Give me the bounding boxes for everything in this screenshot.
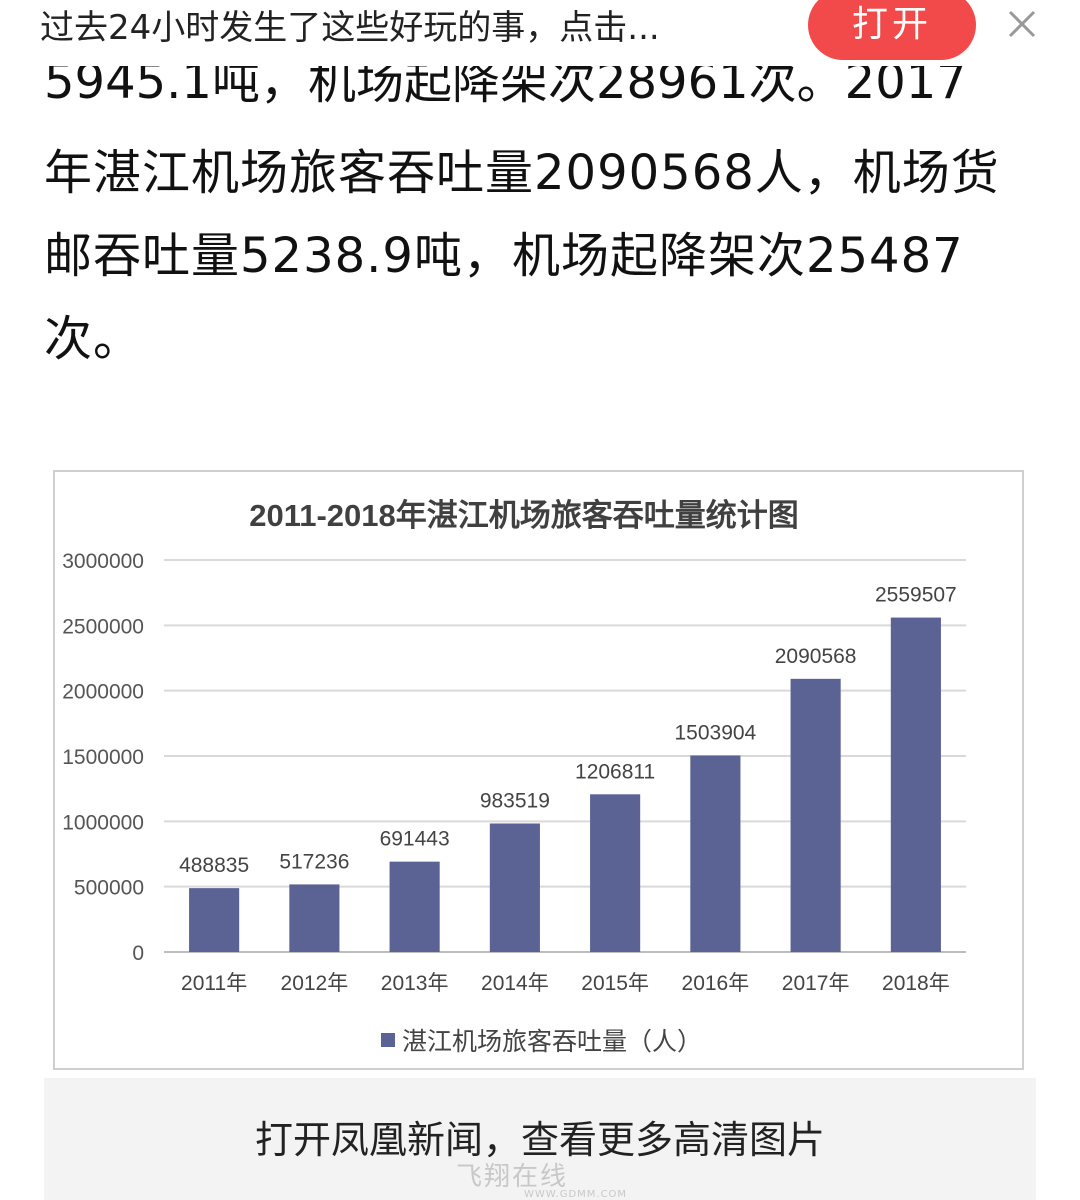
top-banner: 过去24小时发生了这些好玩的事，点击... 打开 <box>0 0 1080 66</box>
data-label: 517236 <box>279 850 349 873</box>
article-line: 年湛江机场旅客吞吐量2090568人，机场货 <box>44 145 1000 201</box>
chart-image[interactable]: 2011-2018年湛江机场旅客吞吐量统计图 0 500000 1000000 150… <box>44 460 1036 1080</box>
y-tick-label: 1500000 <box>62 746 144 769</box>
bar <box>189 888 240 952</box>
watermark: 飞翔在线 WWW.GDMM.COM <box>456 1162 628 1200</box>
bar <box>790 678 841 952</box>
chart-frame <box>53 470 1024 1070</box>
close-icon[interactable] <box>1002 4 1042 44</box>
data-label: 691443 <box>380 828 450 851</box>
bottom-banner[interactable]: 打开凤凰新闻，查看更多高清图片 <box>44 1078 1036 1200</box>
open-more-images-link[interactable]: 打开凤凰新闻，查看更多高清图片 <box>254 1118 825 1162</box>
article-line: 邮吞吐量5238.9吨，机场起降架次25487 <box>44 228 964 284</box>
bar <box>890 617 941 952</box>
y-tick-label: 2000000 <box>62 681 144 704</box>
article-line: 次。 <box>44 311 143 367</box>
x-tick-label: 2017年 <box>782 972 850 995</box>
y-tick-label: 1000000 <box>62 811 144 834</box>
legend-swatch <box>381 1033 395 1047</box>
y-tick-label: 3000000 <box>62 550 144 573</box>
bar <box>489 823 540 952</box>
x-tick-label: 2013年 <box>381 972 449 995</box>
y-tick-label: 2500000 <box>62 615 144 638</box>
data-label: 2559507 <box>875 584 957 607</box>
article-cut-line: 5945.1吨，机场起降架次28961次。2017 <box>44 66 967 110</box>
chart-legend: 湛江机场旅客吞吐量（人） <box>381 1028 702 1056</box>
data-label: 488835 <box>179 854 249 877</box>
x-tick-label: 2014年 <box>481 972 549 995</box>
x-tick-label: 2015年 <box>581 972 649 995</box>
bar <box>590 794 641 952</box>
x-tick-label: 2012年 <box>281 972 349 995</box>
legend-label: 湛江机场旅客吞吐量（人） <box>402 1028 702 1056</box>
x-tick-label: 2018年 <box>882 972 950 995</box>
open-app-button[interactable]: 打开 <box>808 0 976 60</box>
data-label: 983519 <box>480 789 550 812</box>
y-tick-label: 500000 <box>74 877 144 900</box>
banner-message[interactable]: 过去24小时发生了这些好玩的事，点击... <box>40 8 660 48</box>
bar <box>289 884 340 952</box>
bar <box>389 861 440 952</box>
bar-chart: 2011-2018年湛江机场旅客吞吐量统计图 0 500000 1000000 150… <box>62 498 966 1056</box>
data-label: 2090568 <box>775 645 857 668</box>
chart-title: 2011-2018年湛江机场旅客吞吐量统计图 <box>249 498 799 533</box>
data-label: 1206811 <box>575 760 655 783</box>
x-tick-label: 2011年 <box>181 972 247 995</box>
bar <box>690 755 741 952</box>
article-body: 年湛江机场旅客吞吐量2090568人，机场货 邮吞吐量5238.9吨，机场起降架… <box>44 132 1044 381</box>
y-tick-label: 0 <box>132 942 144 965</box>
data-label: 1503904 <box>674 721 756 744</box>
x-tick-label: 2016年 <box>682 972 750 995</box>
